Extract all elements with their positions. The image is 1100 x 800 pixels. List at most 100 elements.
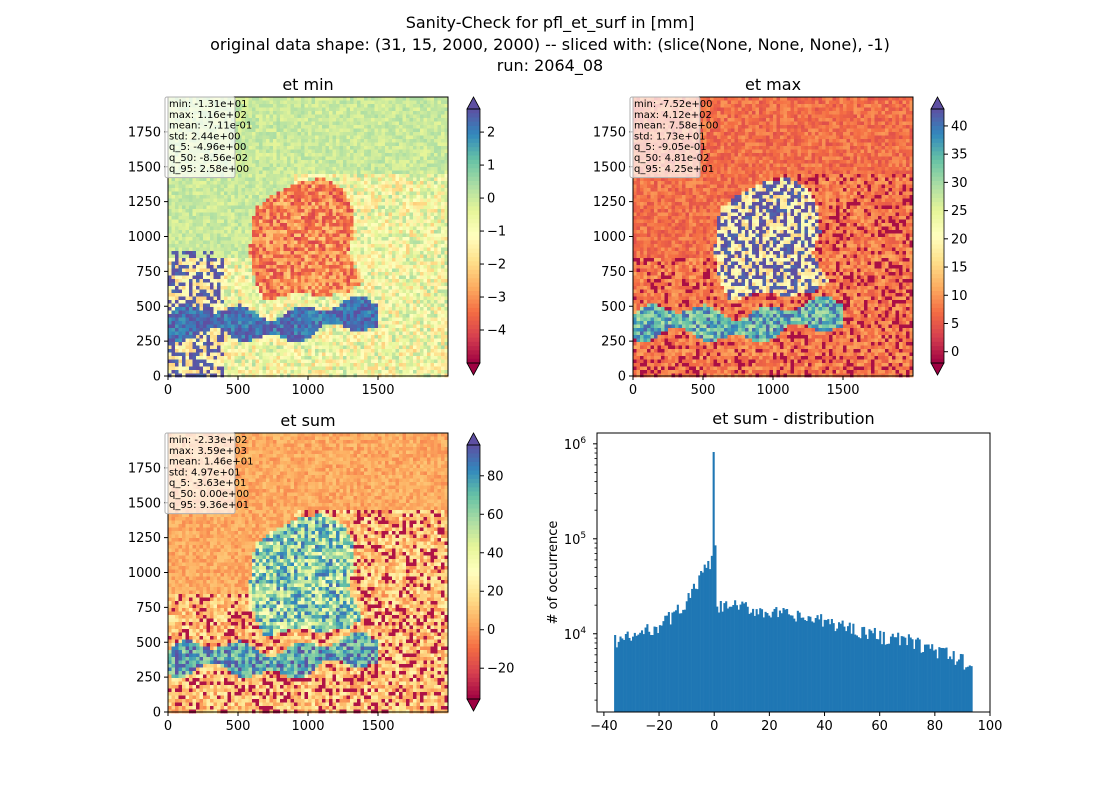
heatmap-cell bbox=[353, 300, 358, 304]
heatmap-cell bbox=[210, 212, 214, 217]
heatmap-cell bbox=[252, 181, 256, 185]
heatmap-cell bbox=[231, 177, 235, 182]
heatmap-cell bbox=[353, 293, 358, 297]
heatmap-cell bbox=[409, 142, 414, 147]
heatmap-cell bbox=[371, 135, 375, 140]
heatmap-cell bbox=[346, 111, 351, 115]
heatmap-cell bbox=[308, 272, 312, 276]
heatmap-cell bbox=[301, 212, 305, 217]
heatmap-cell bbox=[409, 128, 414, 133]
heatmap-cell bbox=[353, 167, 358, 171]
heatmap-cell bbox=[332, 135, 337, 140]
heatmap-cell bbox=[430, 100, 435, 105]
heatmap-cell bbox=[444, 174, 449, 178]
heatmap-cell bbox=[353, 275, 358, 280]
heatmap-cell bbox=[318, 219, 323, 224]
heatmap-cell bbox=[399, 240, 403, 245]
heatmap-cell bbox=[297, 237, 302, 241]
heatmap-cell bbox=[420, 300, 424, 304]
heatmap-cell bbox=[255, 293, 260, 297]
heatmap-cell bbox=[406, 286, 410, 290]
heatmap-cell bbox=[420, 132, 424, 136]
heatmap-cell bbox=[441, 139, 445, 143]
heatmap-cell bbox=[420, 216, 424, 220]
heatmap-cell bbox=[171, 296, 176, 301]
heatmap-cell bbox=[276, 128, 281, 133]
heatmap-cell bbox=[171, 191, 176, 196]
heatmap-cell bbox=[357, 142, 361, 147]
heatmap-cell bbox=[409, 244, 414, 248]
heatmap-cell bbox=[346, 219, 351, 224]
heatmap-cell bbox=[364, 303, 368, 308]
heatmap-cell bbox=[392, 170, 396, 175]
heatmap-cell bbox=[374, 198, 379, 203]
heatmap-cell bbox=[252, 128, 256, 133]
heatmap-cell bbox=[336, 226, 340, 231]
heatmap-cell bbox=[381, 202, 386, 206]
heatmap-cell bbox=[168, 184, 172, 189]
heatmap-cell bbox=[192, 286, 197, 290]
heatmap-cell bbox=[385, 282, 389, 287]
heatmap-cell bbox=[441, 244, 445, 248]
heatmap-cell bbox=[255, 111, 260, 115]
heatmap-cell bbox=[287, 254, 291, 259]
heatmap-cell bbox=[315, 114, 319, 119]
heatmap-cell bbox=[336, 177, 340, 182]
heatmap-cell bbox=[175, 191, 179, 196]
heatmap-cell bbox=[252, 195, 256, 199]
heatmap-cell bbox=[392, 293, 396, 297]
heatmap-cell bbox=[178, 219, 183, 224]
heatmap-cell bbox=[357, 114, 361, 119]
heatmap-cell bbox=[283, 303, 288, 308]
heatmap-cell bbox=[353, 258, 358, 262]
heatmap-cell bbox=[413, 114, 417, 119]
heatmap-cell bbox=[427, 100, 431, 105]
heatmap-cell bbox=[262, 202, 267, 206]
heatmap-cell bbox=[420, 310, 424, 315]
heatmap-cell bbox=[280, 132, 284, 136]
heatmap-cell bbox=[238, 212, 242, 217]
heatmap-cell bbox=[283, 219, 288, 224]
heatmap-cell bbox=[196, 230, 200, 234]
heatmap-cell bbox=[416, 135, 421, 140]
heatmap-cell bbox=[276, 153, 281, 157]
heatmap-cell bbox=[399, 125, 403, 129]
heatmap-cell bbox=[392, 247, 396, 252]
heatmap-cell bbox=[343, 184, 347, 189]
heatmap-cell bbox=[185, 303, 190, 308]
heatmap-cell bbox=[325, 279, 330, 283]
heatmap-cell bbox=[444, 104, 449, 108]
heatmap-cell bbox=[245, 300, 249, 304]
heatmap-cell bbox=[434, 177, 438, 182]
heatmap-cell bbox=[245, 303, 249, 308]
heatmap-cell bbox=[287, 198, 291, 203]
heatmap-cell bbox=[427, 212, 431, 217]
heatmap-cell bbox=[381, 139, 386, 143]
heatmap-cell bbox=[434, 104, 438, 108]
heatmap-cell bbox=[227, 265, 232, 269]
heatmap-cell bbox=[262, 153, 267, 157]
heatmap-cell bbox=[290, 303, 295, 308]
heatmap-cell bbox=[234, 121, 239, 126]
heatmap-cell bbox=[378, 289, 382, 294]
heatmap-cell bbox=[294, 310, 298, 315]
heatmap-cell bbox=[437, 107, 442, 112]
heatmap-cell bbox=[444, 296, 449, 301]
heatmap-cell bbox=[430, 128, 435, 133]
heatmap-cell bbox=[437, 205, 442, 210]
heatmap-cell bbox=[367, 307, 372, 311]
heatmap-cell bbox=[385, 205, 389, 210]
heatmap-cell bbox=[413, 282, 417, 287]
heatmap-cell bbox=[304, 233, 309, 238]
heatmap-cell bbox=[388, 146, 393, 150]
heatmap-cell bbox=[392, 275, 396, 280]
heatmap-cell bbox=[294, 212, 298, 217]
heatmap-cell bbox=[409, 265, 414, 269]
heatmap-cell bbox=[238, 125, 242, 129]
heatmap-cell bbox=[301, 198, 305, 203]
heatmap-cell bbox=[213, 230, 218, 234]
heatmap-cell bbox=[234, 163, 239, 168]
heatmap-cell bbox=[409, 97, 414, 101]
heatmap-cell bbox=[371, 128, 375, 133]
heatmap-cell bbox=[297, 251, 302, 255]
